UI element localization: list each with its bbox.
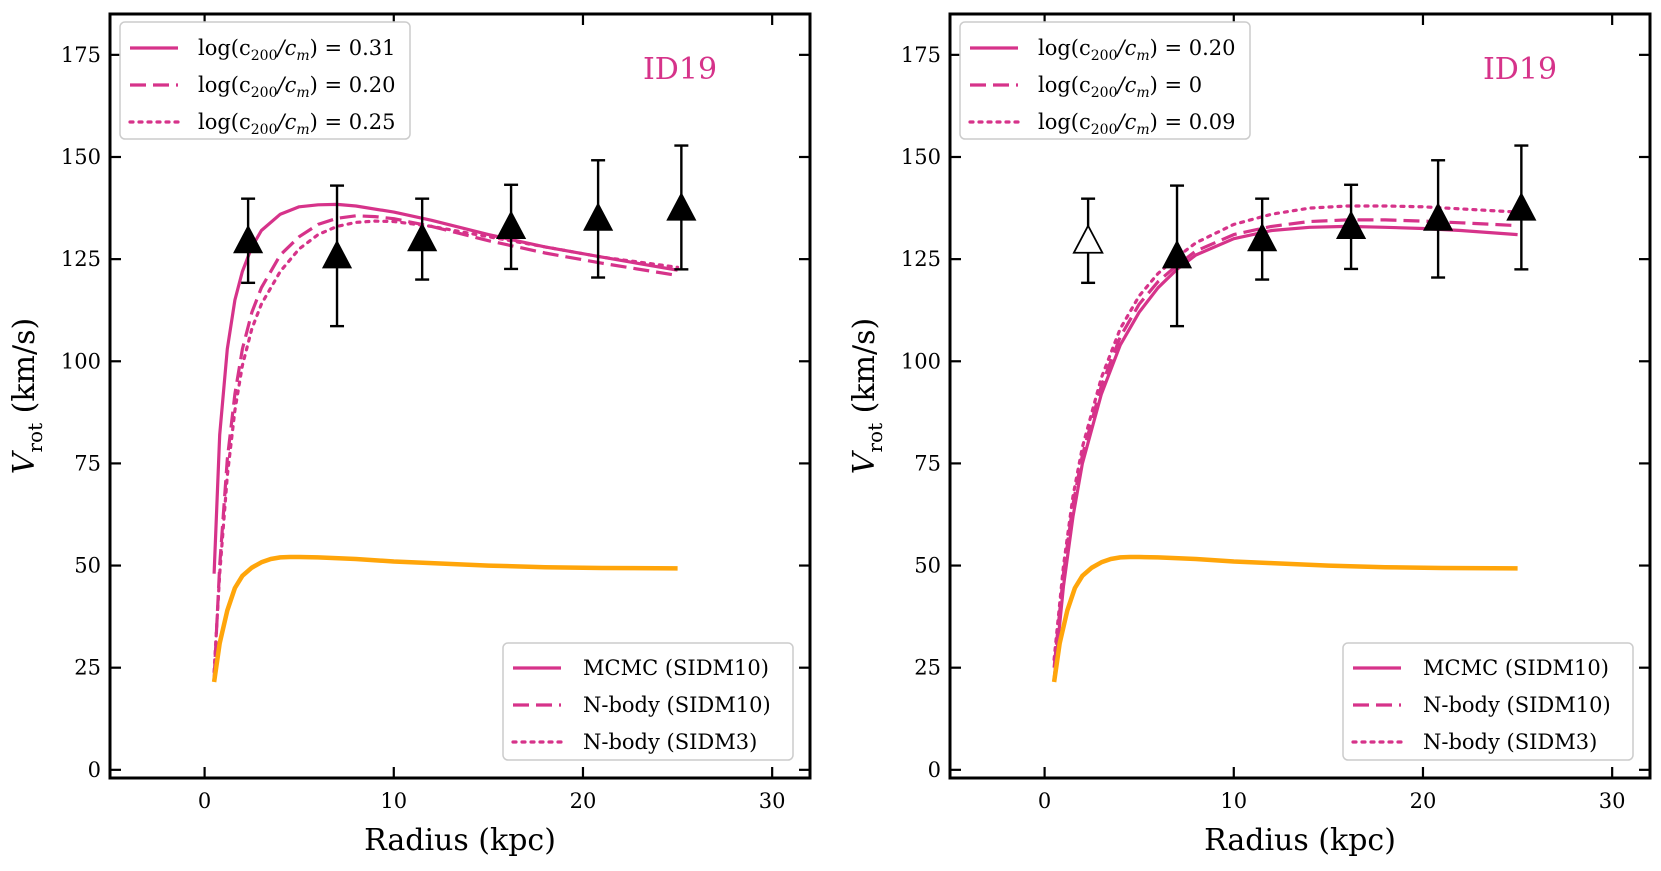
- galaxy-id-label: ID19: [643, 52, 717, 87]
- x-tick-label: 0: [1038, 789, 1051, 813]
- series-group: [1051, 204, 1520, 683]
- series-dotted: [1052, 204, 1520, 662]
- x-tick-label: 30: [759, 789, 786, 813]
- data-point: [666, 191, 697, 221]
- y-tick-label: 150: [61, 145, 101, 169]
- legend-models: [1342, 642, 1634, 761]
- y-axis-label: Vrot (km/s): [7, 318, 47, 474]
- y-tick-label: 175: [901, 43, 941, 67]
- plot-frame: [108, 12, 812, 780]
- panel-left: 0 10 20 30 0 25 50 75 100 125 150 175 ID19 log(c200/c…: [7, 12, 812, 858]
- x-axis-label: Radius (kpc): [364, 823, 556, 858]
- data-point: [407, 222, 438, 252]
- legend-models: [502, 642, 794, 761]
- data-point: [233, 224, 264, 254]
- legend-label: log(c200/cm) = 0.25: [198, 110, 396, 138]
- x-tick-label: 30: [1599, 789, 1626, 813]
- galaxy-id-label: ID19: [1483, 52, 1557, 87]
- y-tick-label: 125: [901, 247, 941, 271]
- y-tick-label: 50: [74, 554, 101, 578]
- series-group: [211, 202, 680, 683]
- baryon-curve: [211, 554, 678, 683]
- legend-label: N-body (SIDM3): [583, 730, 757, 754]
- data-point: [583, 202, 614, 231]
- y-tick-label: 150: [901, 145, 941, 169]
- y-tick-label: 175: [61, 43, 101, 67]
- legend-concentration: [959, 21, 1251, 140]
- data-point: [1247, 222, 1278, 252]
- x-tick-label: 10: [1220, 789, 1247, 813]
- series-solid: [212, 202, 678, 574]
- data-point: [1423, 202, 1454, 231]
- x-tick-label: 0: [198, 789, 211, 813]
- legend-concentration: [119, 21, 411, 140]
- y-tick-label: 25: [914, 656, 941, 680]
- data-point: [1336, 210, 1367, 239]
- legend-label: log(c200/cm) = 0.20: [1038, 36, 1236, 64]
- y-tick-label: 0: [928, 758, 941, 782]
- y-tick-label: 100: [901, 349, 941, 373]
- y-tick-label: 75: [74, 451, 101, 475]
- x-tick-label: 10: [380, 789, 407, 813]
- data-point: [496, 210, 527, 239]
- legend-label: log(c200/cm) = 0.20: [198, 73, 396, 101]
- data-point: [1506, 191, 1537, 221]
- y-tick-label: 75: [914, 451, 941, 475]
- baryon-curve: [1051, 554, 1518, 683]
- x-tick-label: 20: [1410, 789, 1437, 813]
- series-dashed: [212, 214, 678, 680]
- data-point-hollow: [1072, 223, 1104, 254]
- legend-label: log(c200/cm) = 0: [1038, 73, 1202, 101]
- legend-label: MCMC (SIDM10): [583, 656, 769, 680]
- y-tick-label: 0: [88, 758, 101, 782]
- series-dotted: [212, 219, 680, 674]
- plot-frame: [948, 12, 1652, 780]
- series-solid: [1052, 224, 1518, 681]
- data-point: [1161, 239, 1193, 269]
- y-tick-label: 100: [61, 349, 101, 373]
- data-point: [321, 239, 353, 269]
- panel-right: 0 10 20 30 0 25 50 75 100 125 150 175 ID19 log(c200/c…: [847, 12, 1652, 858]
- x-axis-label: Radius (kpc): [1204, 823, 1396, 858]
- y-tick-label: 50: [914, 554, 941, 578]
- x-tick-label: 20: [570, 789, 597, 813]
- legend-label: MCMC (SIDM10): [1423, 656, 1609, 680]
- series-dashed: [1052, 218, 1518, 668]
- legend-label: log(c200/cm) = 0.31: [198, 36, 396, 64]
- legend-label: N-body (SIDM3): [1423, 730, 1597, 754]
- legend-label: log(c200/cm) = 0.09: [1038, 110, 1236, 138]
- y-tick-label: 25: [74, 656, 101, 680]
- y-tick-label: 125: [61, 247, 101, 271]
- legend-label: N-body (SIDM10): [583, 693, 771, 717]
- legend-label: N-body (SIDM10): [1423, 693, 1611, 717]
- y-axis-label: Vrot (km/s): [847, 318, 887, 474]
